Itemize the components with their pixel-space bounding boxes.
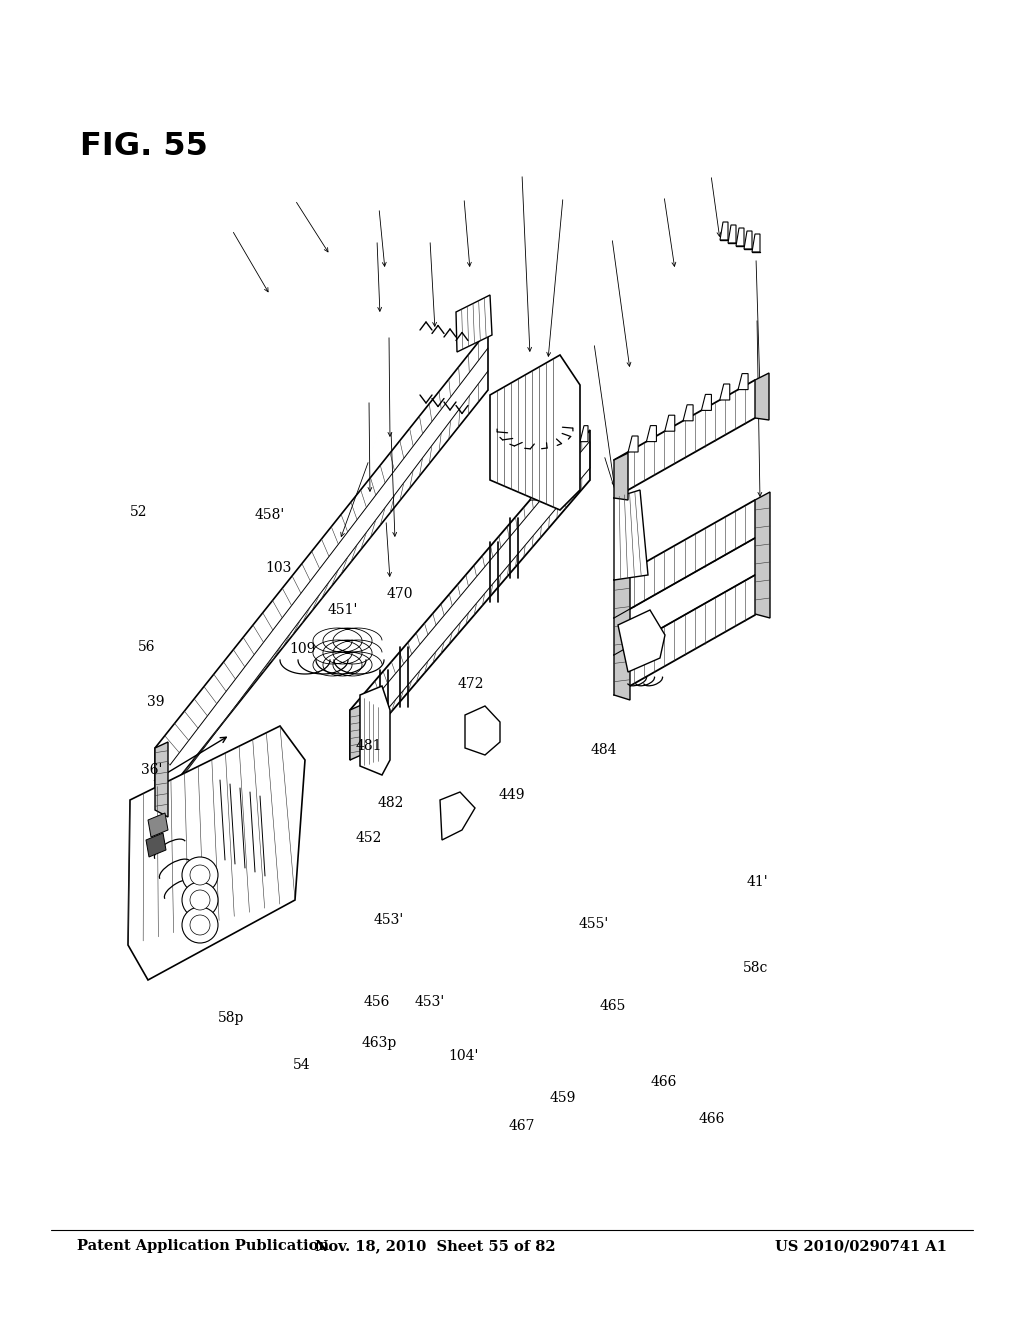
Polygon shape	[738, 374, 749, 389]
Polygon shape	[456, 294, 492, 352]
Circle shape	[190, 865, 210, 884]
Polygon shape	[614, 572, 630, 700]
Text: 466: 466	[698, 1113, 725, 1126]
Polygon shape	[614, 490, 648, 579]
Text: 41': 41'	[746, 875, 769, 888]
Text: 56: 56	[137, 640, 156, 653]
Polygon shape	[646, 425, 656, 442]
Text: 481: 481	[355, 739, 382, 752]
Circle shape	[182, 857, 218, 894]
Polygon shape	[683, 405, 693, 421]
Polygon shape	[736, 228, 744, 246]
Polygon shape	[580, 425, 588, 442]
Polygon shape	[440, 792, 475, 840]
Text: FIG. 55: FIG. 55	[80, 131, 208, 162]
Text: 458': 458'	[254, 508, 285, 521]
Polygon shape	[128, 726, 305, 979]
Polygon shape	[530, 484, 538, 500]
Text: 482: 482	[378, 796, 404, 809]
Polygon shape	[360, 686, 390, 775]
Polygon shape	[755, 492, 770, 618]
Circle shape	[182, 907, 218, 942]
Circle shape	[190, 890, 210, 909]
Polygon shape	[155, 742, 168, 817]
Polygon shape	[350, 702, 368, 760]
Text: 52: 52	[129, 506, 147, 519]
Text: 452: 452	[355, 832, 382, 845]
Polygon shape	[720, 222, 728, 240]
Text: 58p: 58p	[218, 1011, 245, 1024]
Text: 109: 109	[289, 643, 315, 656]
Polygon shape	[720, 384, 730, 400]
Text: 472: 472	[458, 677, 484, 690]
Text: 54: 54	[293, 1059, 311, 1072]
Text: 103: 103	[265, 561, 292, 574]
Text: 39: 39	[146, 696, 165, 709]
Polygon shape	[490, 355, 580, 510]
Text: US 2010/0290741 A1: US 2010/0290741 A1	[775, 1239, 947, 1253]
Polygon shape	[350, 430, 590, 760]
Text: Nov. 18, 2010  Sheet 55 of 82: Nov. 18, 2010 Sheet 55 of 82	[314, 1239, 555, 1253]
Polygon shape	[148, 813, 168, 837]
Polygon shape	[701, 395, 712, 411]
Polygon shape	[728, 224, 736, 243]
Text: Patent Application Publication: Patent Application Publication	[77, 1239, 329, 1253]
Polygon shape	[755, 374, 769, 420]
Text: 455': 455'	[579, 917, 609, 931]
Text: 484: 484	[591, 743, 617, 756]
Text: 36': 36'	[141, 763, 162, 776]
Polygon shape	[614, 453, 628, 500]
Text: 459: 459	[550, 1092, 577, 1105]
Polygon shape	[465, 706, 500, 755]
Text: 470: 470	[386, 587, 413, 601]
Text: 463p: 463p	[361, 1036, 396, 1049]
Polygon shape	[560, 449, 568, 465]
Polygon shape	[628, 436, 638, 451]
Polygon shape	[752, 234, 760, 252]
Text: 466: 466	[650, 1076, 677, 1089]
Text: 449: 449	[499, 788, 525, 801]
Polygon shape	[744, 231, 752, 249]
Text: 467: 467	[509, 1119, 536, 1133]
Polygon shape	[146, 833, 166, 857]
Polygon shape	[570, 437, 578, 453]
Text: 451': 451'	[328, 603, 358, 616]
Polygon shape	[618, 610, 665, 672]
Circle shape	[190, 915, 210, 935]
Polygon shape	[550, 461, 558, 477]
Polygon shape	[155, 330, 488, 808]
Text: 456: 456	[364, 995, 390, 1008]
Polygon shape	[665, 416, 675, 432]
Circle shape	[182, 882, 218, 917]
Polygon shape	[540, 473, 548, 488]
Text: 58c: 58c	[743, 961, 768, 974]
Text: 104': 104'	[449, 1049, 479, 1063]
Text: 453': 453'	[374, 913, 404, 927]
Text: 453': 453'	[415, 995, 445, 1008]
Text: 465: 465	[599, 999, 626, 1012]
